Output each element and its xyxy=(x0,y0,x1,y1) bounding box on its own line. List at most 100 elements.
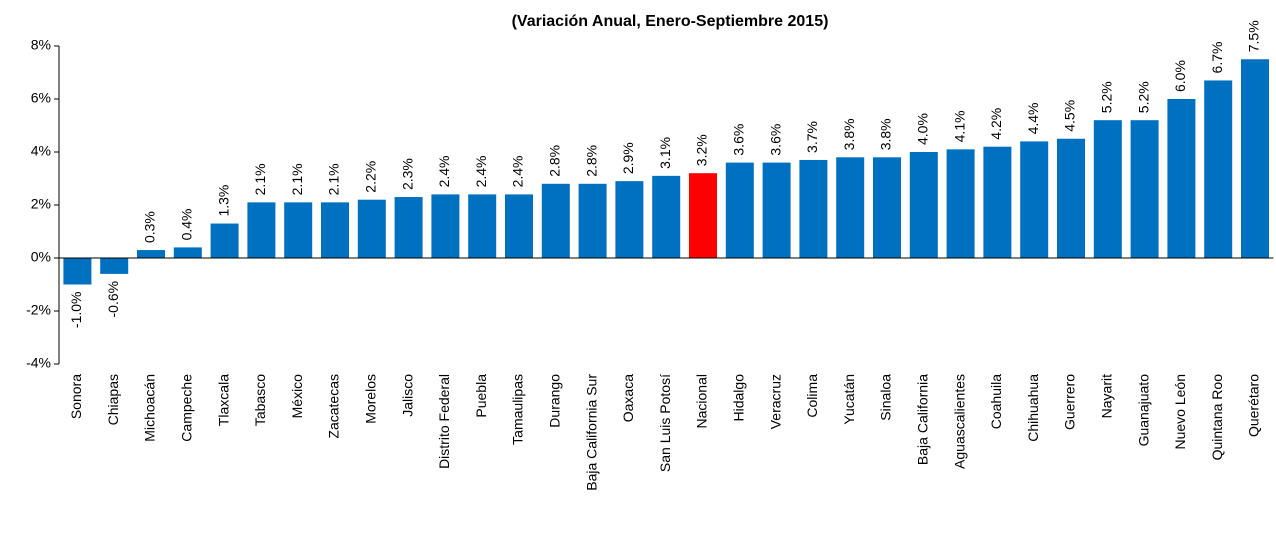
value-label: 6.0% xyxy=(1172,60,1188,92)
x-tick-label: Nayarit xyxy=(1099,374,1115,418)
bar xyxy=(321,202,349,258)
bar xyxy=(578,183,607,258)
y-tick-label: 0% xyxy=(31,249,51,265)
x-tick-label: Aguascalientes xyxy=(951,374,967,469)
y-tick-label: 2% xyxy=(31,196,51,212)
x-tick-label: Sinaloa xyxy=(878,374,894,421)
value-label: 4.2% xyxy=(988,108,1004,140)
x-tick-label: Sonora xyxy=(68,374,84,419)
bar xyxy=(652,175,681,258)
x-tick-label: Guerrero xyxy=(1062,374,1078,430)
x-tick-label: Baja California xyxy=(915,374,931,465)
value-label: -0.6% xyxy=(105,281,121,318)
value-label: 4.4% xyxy=(1025,102,1041,134)
bar xyxy=(247,202,276,258)
x-tick-label: Jalisco xyxy=(399,374,415,417)
value-label: 4.5% xyxy=(1062,100,1078,132)
x-tick-label: México xyxy=(289,374,305,419)
value-label: -1.0% xyxy=(68,292,84,329)
value-label: 0.3% xyxy=(142,211,158,243)
value-label: 2.3% xyxy=(399,158,415,190)
value-label: 2.4% xyxy=(473,155,489,187)
value-label: 3.7% xyxy=(804,121,820,153)
value-label: 2.1% xyxy=(289,163,305,195)
x-tick-label: Oaxaca xyxy=(620,374,636,422)
value-label: 3.6% xyxy=(731,124,747,156)
bar xyxy=(1093,120,1122,258)
bar xyxy=(983,146,1012,258)
chart-title: (Variación Anual, Enero-Septiembre 2015) xyxy=(512,13,829,30)
value-label: 0.4% xyxy=(179,208,195,240)
x-tick-label: Tabasco xyxy=(252,374,268,426)
value-label: 2.8% xyxy=(547,145,563,177)
x-tick-label: Zacatecas xyxy=(326,374,342,439)
x-tick-label: Michoacán xyxy=(142,374,158,442)
bar xyxy=(909,152,938,258)
y-tick-label: 6% xyxy=(31,90,51,106)
y-tick-label: -4% xyxy=(26,355,51,371)
bar xyxy=(1130,120,1159,258)
bar xyxy=(173,247,202,258)
bar xyxy=(725,162,754,258)
y-tick-label: -2% xyxy=(26,302,51,318)
value-label: 4.1% xyxy=(951,110,967,142)
bar xyxy=(100,258,129,274)
x-tick-label: Nacional xyxy=(694,374,710,428)
value-label: 2.8% xyxy=(583,145,599,177)
x-tick-label: Colima xyxy=(804,374,820,418)
x-tick-label: Guanajuato xyxy=(1135,374,1151,447)
value-label: 6.7% xyxy=(1209,42,1225,74)
bar xyxy=(836,157,865,258)
x-tick-label: Campeche xyxy=(179,374,195,442)
x-tick-label: Quintana Roo xyxy=(1209,374,1225,461)
bar xyxy=(431,194,460,258)
bar xyxy=(946,149,975,258)
value-label: 7.5% xyxy=(1246,20,1262,52)
x-tick-label: Distrito Federal xyxy=(436,374,452,469)
bar xyxy=(615,181,644,258)
bar xyxy=(63,258,92,285)
x-tick-label: Hidalgo xyxy=(731,374,747,422)
bar xyxy=(541,183,570,258)
value-label: 3.8% xyxy=(841,118,857,150)
x-tick-label: Durango xyxy=(547,374,563,428)
value-label: 3.6% xyxy=(767,124,783,156)
bar xyxy=(284,202,313,258)
bar xyxy=(468,194,497,258)
value-label: 3.8% xyxy=(878,118,894,150)
value-label: 2.1% xyxy=(326,163,342,195)
value-label: 2.4% xyxy=(436,155,452,187)
x-tick-label: Nuevo León xyxy=(1172,374,1188,450)
value-label: 3.2% xyxy=(694,134,710,166)
x-tick-label: Querétaro xyxy=(1246,374,1262,437)
value-label: 2.2% xyxy=(363,161,379,193)
x-tick-label: Coahuila xyxy=(988,374,1004,429)
bar xyxy=(1057,138,1085,258)
value-label: 1.3% xyxy=(215,185,231,217)
value-label: 2.9% xyxy=(620,142,636,174)
x-tick-label: Tamaulipas xyxy=(510,374,526,445)
bar xyxy=(394,197,423,258)
x-tick-label: San Luis Potosí xyxy=(657,374,673,472)
bar xyxy=(1020,141,1049,258)
value-label: 2.4% xyxy=(510,155,526,187)
x-tick-label: Morelos xyxy=(363,374,379,424)
x-tick-label: Chihuahua xyxy=(1025,374,1041,442)
x-tick-label: Baja California Sur xyxy=(583,374,599,491)
x-tick-label: Tlaxcala xyxy=(215,374,231,426)
bar xyxy=(137,250,165,258)
bar xyxy=(1241,59,1269,258)
value-label: 2.1% xyxy=(252,163,268,195)
x-tick-label: Veracruz xyxy=(767,374,783,429)
bar xyxy=(1167,99,1196,258)
bar xyxy=(689,173,717,258)
value-label: 4.0% xyxy=(915,113,931,145)
x-tick-label: Chiapas xyxy=(105,374,121,425)
value-label: 5.2% xyxy=(1099,81,1115,113)
bar xyxy=(873,157,901,258)
bar xyxy=(762,162,791,258)
y-tick-label: 8% xyxy=(31,37,51,53)
bar xyxy=(357,199,386,258)
value-label: 3.1% xyxy=(657,137,673,169)
